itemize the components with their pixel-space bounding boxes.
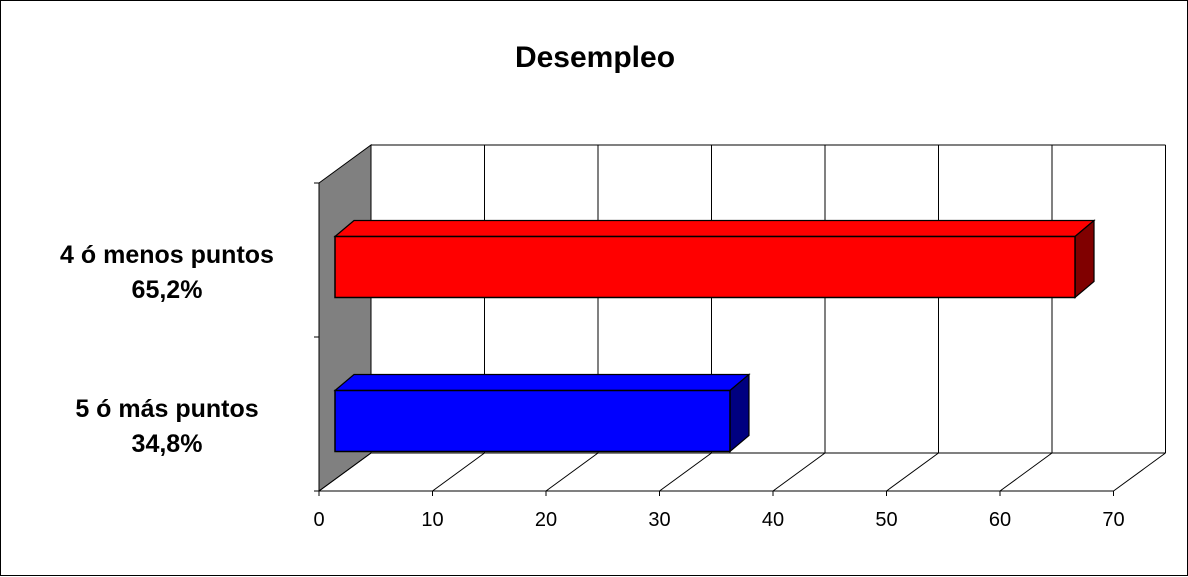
- bar-top-face: [333, 219, 1096, 238]
- floor-gridline: [1113, 452, 1166, 492]
- floor-gridline: [999, 452, 1053, 492]
- category-label: 34,8%: [132, 430, 203, 458]
- x-tick-label: 60: [989, 509, 1011, 531]
- floor-gridline: [545, 452, 599, 492]
- x-tick-label: 40: [762, 509, 784, 531]
- floor-gridline: [772, 452, 826, 492]
- floor-gridline: [318, 452, 372, 492]
- category-label: 5 ó más puntos: [75, 395, 258, 423]
- floor-gridline: [886, 452, 939, 492]
- bar: [334, 389, 731, 453]
- bar: [334, 235, 1076, 299]
- x-tick-label: 70: [1102, 509, 1124, 531]
- chart-title: Desempleo: [515, 41, 675, 74]
- x-tick-label: 20: [535, 509, 557, 531]
- x-tick-label: 30: [648, 509, 670, 531]
- floor-gridline: [432, 452, 485, 492]
- floor-gridline: [659, 452, 712, 492]
- x-tick-label: 50: [875, 509, 897, 531]
- x-tick-label: 0: [313, 509, 324, 531]
- category-label: 4 ó menos puntos: [60, 241, 274, 269]
- bar-top-face: [333, 373, 751, 392]
- category-label: 65,2%: [132, 276, 203, 304]
- x-tick-label: 10: [421, 509, 443, 531]
